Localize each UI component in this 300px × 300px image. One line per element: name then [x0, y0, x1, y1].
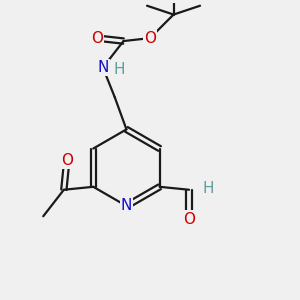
Text: O: O [61, 153, 73, 168]
Text: H: H [202, 181, 214, 196]
Text: O: O [144, 31, 156, 46]
Text: H: H [113, 61, 125, 76]
Text: O: O [91, 31, 103, 46]
Text: N: N [97, 60, 109, 75]
Text: N: N [121, 198, 132, 213]
Text: O: O [183, 212, 195, 227]
